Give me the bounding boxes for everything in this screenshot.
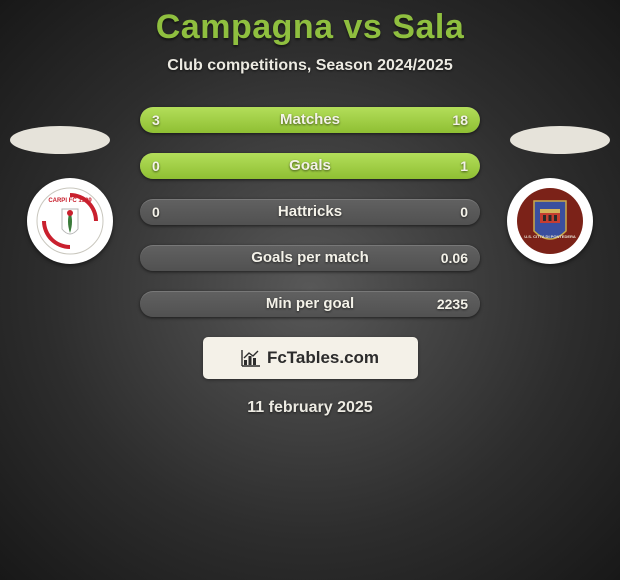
date-text: 11 february 2025: [0, 399, 620, 417]
stat-value-right: 1: [460, 153, 468, 179]
stat-value-right: 18: [452, 107, 468, 133]
stat-row: Goals0 1: [140, 153, 480, 179]
player-photo-right: [510, 126, 610, 154]
stat-row: Goals per match0.06: [140, 245, 480, 271]
stat-value-left: 3: [152, 107, 160, 133]
chart-icon: [241, 349, 261, 367]
stat-value-right: 2235: [437, 291, 468, 317]
subtitle: Club competitions, Season 2024/2025: [0, 57, 620, 75]
player-photo-left: [10, 126, 110, 154]
stat-row: Hattricks0 0: [140, 199, 480, 225]
stat-label: Hattricks: [140, 199, 480, 225]
club-crest-left[interactable]: CARPI FC 1909: [27, 178, 113, 264]
stat-label: Goals per match: [140, 245, 480, 271]
stat-label: Matches: [140, 107, 480, 133]
brand-badge[interactable]: FcTables.com: [203, 337, 418, 379]
stats-list: Matches318Goals01Hattricks00Goals per ma…: [140, 107, 480, 317]
stat-label: Min per goal: [140, 291, 480, 317]
club-crest-right[interactable]: U.S. CITTA DI PONTEDERA: [507, 178, 593, 264]
comparison-card: Campagna vs Sala Club competitions, Seas…: [0, 0, 620, 580]
stat-value-right: 0.06: [441, 245, 468, 271]
crest-right-svg: U.S. CITTA DI PONTEDERA: [516, 187, 584, 255]
stat-value-left: 0: [152, 153, 160, 179]
crest-left-svg: CARPI FC 1909: [36, 187, 104, 255]
stat-label: Goals: [140, 153, 480, 179]
stat-row: Min per goal2235: [140, 291, 480, 317]
svg-text:CARPI FC 1909: CARPI FC 1909: [48, 198, 92, 204]
svg-text:U.S. CITTA DI PONTEDERA: U.S. CITTA DI PONTEDERA: [524, 234, 576, 239]
stat-row: Matches3 18: [140, 107, 480, 133]
page-title: Campagna vs Sala: [0, 0, 620, 47]
stat-value-right: 0: [460, 199, 468, 225]
stat-value-left: 0: [152, 199, 160, 225]
brand-text: FcTables.com: [267, 348, 379, 368]
